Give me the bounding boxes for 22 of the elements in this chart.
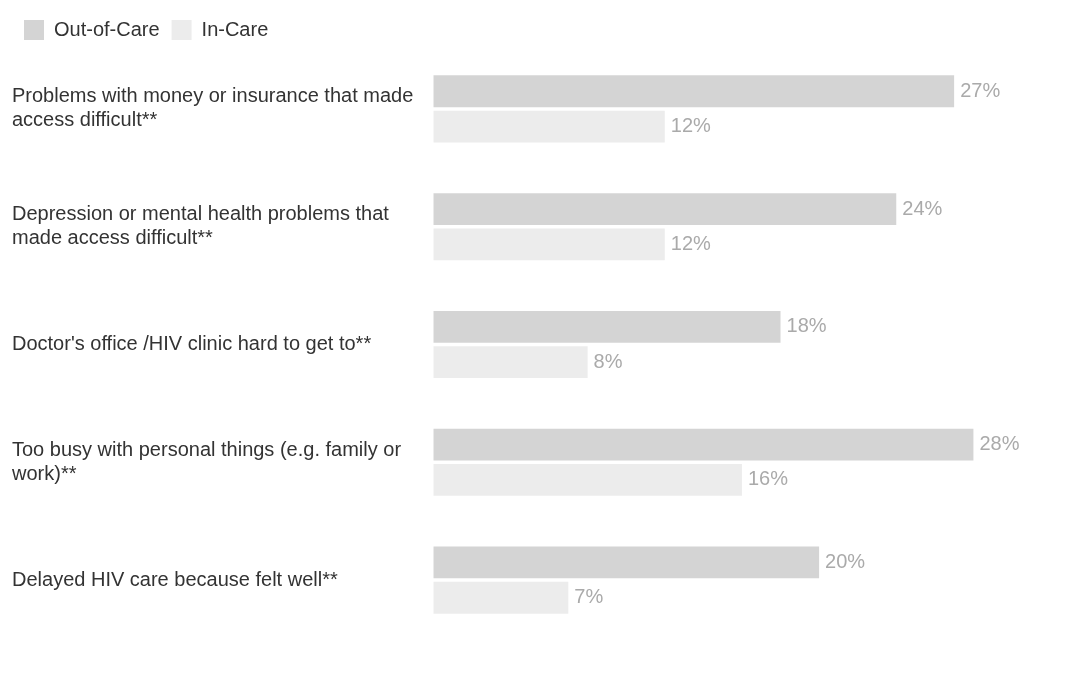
bar [433, 75, 955, 108]
data-label: 7% [574, 585, 604, 608]
legend-label: In-Care [201, 17, 269, 40]
data-label: 12% [670, 114, 712, 137]
y-tick-label: Depression or mental health problems that made access difficult** [12, 202, 390, 249]
data-label: 28% [979, 432, 1020, 455]
bar [433, 310, 781, 343]
legend-label: Out-of-Care [54, 17, 160, 40]
data-label: 18% [786, 314, 827, 337]
y-tick-label: Too busy with personal things (e.g. family or work)** [11, 437, 402, 484]
y-tick-label: Doctor's office /HIV clinic hard to get to** [12, 332, 372, 355]
data-label: 27% [960, 78, 1001, 101]
bar [433, 546, 820, 579]
y-tick-label: Problems with money or insurance that made access difficult** [12, 84, 414, 131]
data-label: 8% [593, 349, 623, 372]
data-label: 12% [670, 231, 712, 254]
y-tick-label: Delayed HIV care because felt well** [12, 567, 338, 590]
bar [433, 428, 974, 461]
data-label: 20% [825, 549, 866, 572]
bar [433, 193, 897, 225]
data-label: 24% [902, 196, 943, 219]
data-label: 16% [747, 467, 789, 490]
